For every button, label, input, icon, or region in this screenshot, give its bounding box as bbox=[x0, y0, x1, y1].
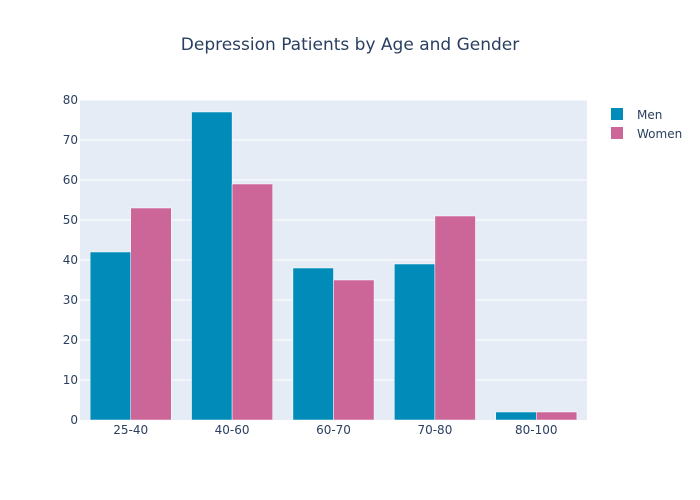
y-tick-label-0: 0 bbox=[70, 413, 78, 427]
bar-men-25-40[interactable] bbox=[89, 251, 131, 421]
y-tick-label-40: 40 bbox=[63, 253, 78, 267]
x-tick-label-40-60: 40-60 bbox=[215, 423, 250, 437]
x-tick-label-70-80: 70-80 bbox=[417, 423, 452, 437]
y-tick-label-60: 60 bbox=[63, 173, 78, 187]
bar-men-70-80[interactable] bbox=[394, 263, 436, 421]
legend-swatch-men bbox=[611, 108, 623, 120]
legend-label-men: Men bbox=[637, 108, 662, 122]
y-tick-label-30: 30 bbox=[63, 293, 78, 307]
bars bbox=[89, 111, 578, 421]
y-tick-label-10: 10 bbox=[63, 373, 78, 387]
x-axis: 25-40 40-60 60-70 70-80 80-100 bbox=[113, 423, 557, 437]
bar-men-40-60[interactable] bbox=[191, 111, 233, 421]
chart-title: Depression Patients by Age and Gender bbox=[181, 35, 519, 55]
bar-men-60-70[interactable] bbox=[292, 267, 334, 421]
x-tick-label-25-40: 25-40 bbox=[113, 423, 148, 437]
legend-label-women: Women bbox=[637, 127, 682, 141]
legend[interactable]: Men Women bbox=[611, 108, 682, 141]
bar-women-25-40[interactable] bbox=[130, 207, 172, 421]
bar-women-70-80[interactable] bbox=[434, 215, 476, 421]
x-tick-label-60-70: 60-70 bbox=[316, 423, 351, 437]
bar-women-80-100[interactable] bbox=[536, 411, 578, 421]
bar-women-40-60[interactable] bbox=[231, 183, 273, 421]
y-tick-label-80: 80 bbox=[63, 93, 78, 107]
legend-swatch-women bbox=[611, 127, 623, 139]
bar-men-80-100[interactable] bbox=[495, 411, 537, 421]
y-axis: 0 10 20 30 40 50 60 70 80 bbox=[63, 93, 78, 427]
y-tick-label-70: 70 bbox=[63, 133, 78, 147]
y-tick-label-20: 20 bbox=[63, 333, 78, 347]
y-tick-label-50: 50 bbox=[63, 213, 78, 227]
bar-women-60-70[interactable] bbox=[333, 279, 375, 421]
legend-item-men[interactable]: Men bbox=[611, 108, 662, 122]
legend-item-women[interactable]: Women bbox=[611, 127, 682, 141]
x-tick-label-80-100: 80-100 bbox=[515, 423, 558, 437]
